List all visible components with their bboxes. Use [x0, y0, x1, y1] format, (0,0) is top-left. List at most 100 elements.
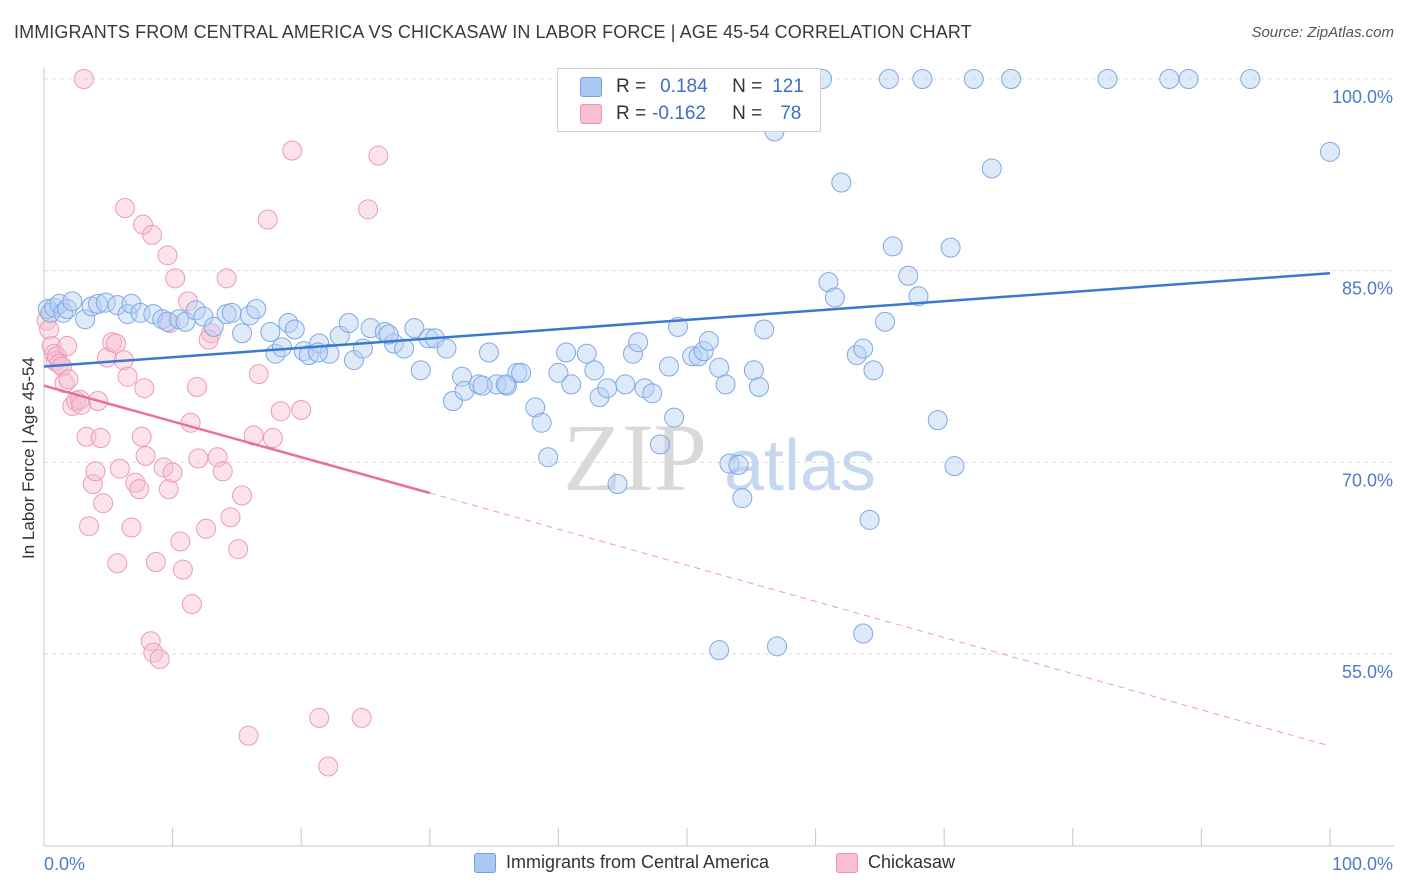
data-point: [622, 343, 643, 364]
data-point: [134, 378, 155, 399]
data-point: [152, 309, 173, 330]
data-point: [561, 374, 582, 395]
data-point: [79, 516, 100, 537]
legend-n-label: N =: [732, 103, 763, 124]
data-point: [284, 319, 305, 340]
data-point: [963, 69, 984, 89]
chart-title: IMMIGRANTS FROM CENTRAL AMERICA VS CHICK…: [14, 22, 972, 42]
data-point: [257, 209, 278, 230]
data-point: [548, 362, 569, 383]
data-point: [863, 360, 884, 381]
data-point: [318, 756, 339, 777]
data-point: [44, 343, 65, 364]
axes: [43, 68, 1394, 847]
data-point: [248, 364, 269, 385]
data-point: [642, 383, 663, 404]
data-point: [732, 488, 753, 509]
data-point: [82, 474, 103, 495]
data-point: [196, 518, 217, 539]
trend-lines: [43, 271, 1331, 747]
data-point: [262, 428, 283, 449]
legend-n-value: 78: [780, 103, 802, 124]
data-point: [291, 399, 312, 420]
data-point: [185, 300, 206, 321]
data-point: [940, 237, 961, 258]
data-point: [271, 337, 292, 358]
data-point: [908, 286, 929, 307]
data-point: [73, 69, 94, 89]
data-point: [715, 374, 736, 395]
data-point: [85, 461, 106, 482]
data-point: [824, 287, 845, 308]
data-point: [93, 493, 114, 514]
data-point: [818, 272, 839, 293]
data-point: [129, 479, 150, 500]
data-point: [472, 375, 493, 396]
data-point: [597, 378, 618, 399]
legend-swatch-blue: [580, 77, 602, 97]
watermark-zip: ZIP: [563, 404, 707, 511]
data-point: [944, 456, 965, 477]
data-point: [556, 342, 577, 363]
data-point: [76, 426, 97, 447]
data-point: [1097, 69, 1118, 89]
data-point: [338, 313, 359, 334]
data-point: [511, 362, 532, 383]
data-point: [394, 338, 415, 359]
data-point: [404, 318, 425, 339]
data-point: [187, 376, 208, 397]
data-point: [709, 640, 730, 661]
legend-n-value: 121: [772, 76, 804, 97]
axis-labels: 100.0% 85.0% 70.0% 55.0% 0.0% 100.0%: [44, 87, 1393, 874]
data-point: [107, 295, 128, 316]
data-point: [162, 462, 183, 483]
data-point: [584, 360, 605, 381]
data-point: [142, 224, 163, 245]
series-swatch-blue: [474, 852, 496, 873]
data-point: [358, 199, 379, 220]
data-point: [260, 322, 281, 342]
y-tick-label: 70.0%: [1342, 470, 1393, 490]
data-point: [228, 539, 249, 560]
data-point: [238, 725, 259, 746]
data-point: [109, 458, 130, 479]
data-point: [615, 374, 636, 395]
data-point: [531, 412, 552, 433]
data-point: [667, 316, 688, 337]
data-point: [410, 360, 431, 381]
series-label-central-america: Immigrants from Central America: [506, 852, 770, 872]
data-point: [106, 333, 127, 354]
data-point: [649, 434, 670, 455]
data-point: [538, 447, 559, 468]
central-america-points: [37, 69, 1340, 661]
y-tick-label: 100.0%: [1332, 87, 1393, 107]
data-point: [172, 559, 193, 580]
data-point: [39, 319, 60, 340]
data-point: [130, 302, 151, 323]
data-point: [1001, 69, 1022, 89]
correlation-legend: R = 0.184 N = 121 R = -0.162 N = 78: [557, 68, 821, 132]
x-tick-label-min: 0.0%: [44, 854, 85, 874]
data-point: [927, 410, 948, 431]
data-point: [232, 485, 253, 506]
data-point: [62, 291, 83, 312]
y-tick-label: 85.0%: [1342, 279, 1393, 299]
data-point: [165, 268, 186, 289]
data-point: [270, 401, 291, 422]
series-swatch-pink: [836, 852, 858, 873]
data-point: [495, 374, 516, 395]
data-point: [981, 158, 1002, 179]
data-point: [754, 319, 775, 340]
data-point: [853, 338, 874, 359]
chickasaw-points: [36, 69, 389, 777]
data-point: [478, 342, 499, 363]
data-point: [882, 236, 903, 257]
data-point: [121, 517, 142, 538]
data-point: [1320, 141, 1340, 162]
data-point: [107, 553, 128, 574]
data-point: [117, 366, 138, 387]
data-point: [767, 636, 788, 657]
legend-r-label: R =: [616, 76, 647, 97]
data-point: [75, 309, 96, 330]
